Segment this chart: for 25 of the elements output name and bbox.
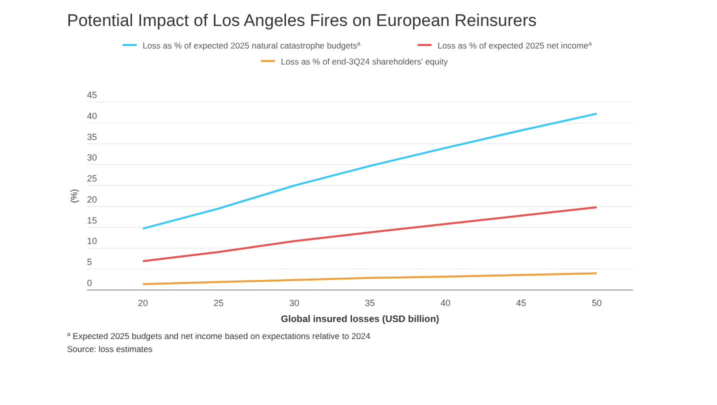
x-tick-label: 25 (214, 298, 224, 308)
y-tick-label: 15 (87, 215, 98, 226)
source-note: Source: loss estimates (67, 344, 153, 354)
y-tick-label: 45 (87, 90, 98, 100)
x-tick-label: 20 (138, 298, 148, 308)
y-tick-label: 10 (87, 236, 98, 246)
legend-label: Loss as % of expected 2025 natural catastrophe budgets$^{a}$ (142, 40, 362, 50)
x-tick-label: 40 (440, 298, 450, 308)
legend-label: Loss as % of end-3Q24 shareholders' equity (280, 56, 449, 66)
text: $^{a}$ Expected 2025 budgets and net income based on expectations relative to 2024 (67, 331, 371, 341)
y-tick-label: 25 (87, 174, 98, 184)
y-axis-title: (%) (69, 189, 79, 203)
legend-label: Loss as % of expected 2025 net income$^{a}$ (438, 40, 592, 50)
y-tick-label: 30 (87, 152, 98, 163)
chart-title: Potential Impact of Los Angeles Fires on European Reinsurers (67, 11, 537, 30)
x-tick-label: 35 (364, 298, 375, 308)
y-tick-label: 20 (87, 194, 98, 204)
y-tick-label: 5 (87, 257, 92, 268)
x-tick-label: 30 (289, 298, 300, 308)
y-tick-label: 35 (87, 132, 98, 142)
x-tick-label: 50 (592, 298, 602, 308)
y-tick-label: 0 (87, 278, 92, 288)
x-tick-label: 45 (516, 298, 526, 308)
y-tick-label: 40 (87, 110, 98, 121)
x-axis-title: Global insured losses (USD billion) (280, 314, 440, 325)
